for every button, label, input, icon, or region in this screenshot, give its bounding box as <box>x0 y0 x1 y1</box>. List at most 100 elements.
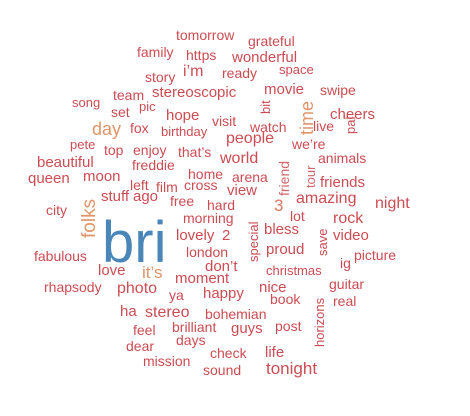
word-ago: ago <box>133 188 159 205</box>
word-friends: friends <box>320 174 366 191</box>
word-stereo: stereo <box>145 304 190 321</box>
word-beautiful: beautiful <box>37 154 94 171</box>
word-london: london <box>186 244 229 260</box>
word-friend: friend <box>276 160 292 196</box>
word-brilliant: brilliant <box>172 319 217 335</box>
word-enjoy: enjoy <box>133 142 167 158</box>
word-photo: photo <box>117 280 158 297</box>
word-tonight: tonight <box>266 359 318 378</box>
word-ready: ready <box>222 65 258 81</box>
word-post: post <box>275 318 302 334</box>
word-feel: feel <box>133 322 156 338</box>
word-im: i’m <box>183 63 204 80</box>
word-fox: fox <box>130 120 149 136</box>
word-bit: bit <box>258 100 273 114</box>
word-special: special <box>246 221 261 262</box>
word-night: night <box>375 195 410 212</box>
word-were: we’re <box>292 136 326 152</box>
word-tour: tour <box>303 165 318 188</box>
word-sound: sound <box>203 362 242 378</box>
word-swipe: swipe <box>320 82 356 98</box>
word-picture: picture <box>354 247 397 263</box>
word-rhapsody: rhapsody <box>44 279 102 295</box>
word-set: set <box>111 104 130 120</box>
word-stereoscopic: stereoscopic <box>152 84 237 101</box>
word-bless: bless <box>264 221 300 238</box>
word-space: space <box>279 62 314 77</box>
word-watch: watch <box>250 119 287 135</box>
word-ha: ha <box>120 303 137 320</box>
word-moon: moon <box>83 168 121 185</box>
word-happy: happy <box>203 285 244 302</box>
word-pic: pic <box>139 99 156 114</box>
word-dear: dear <box>126 338 155 354</box>
word-queen: queen <box>28 170 70 187</box>
word-dont: don’t <box>205 258 238 275</box>
word-book: book <box>270 291 301 307</box>
word-grateful: grateful <box>248 33 295 49</box>
word-mission: mission <box>143 353 191 369</box>
word-bri: bri <box>102 210 167 275</box>
word-movie: movie <box>264 81 305 98</box>
word-song: song <box>72 95 101 110</box>
word-city: city <box>46 202 67 218</box>
word-lovely: lovely <box>176 227 215 244</box>
word-thats: that’s <box>178 144 212 160</box>
word-arena: arena <box>232 169 268 185</box>
word-amazing: amazing <box>296 190 357 207</box>
word-nice: nice <box>259 279 287 296</box>
word-guitar: guitar <box>329 276 365 292</box>
word-day: day <box>92 119 122 139</box>
word-fabulous: fabulous <box>34 248 87 264</box>
word-days: days <box>176 332 206 348</box>
word-animals: animals <box>318 150 367 166</box>
word-life: life <box>265 344 285 361</box>
word-story: story <box>145 69 176 85</box>
word-view: view <box>227 182 258 199</box>
word-left: left <box>130 177 149 193</box>
word-team: team <box>113 87 145 103</box>
word-moment: moment <box>175 270 230 287</box>
word-lot: lot <box>290 208 305 224</box>
word-christmas: christmas <box>266 263 322 278</box>
word-tomorrow: tomorrow <box>176 27 235 43</box>
word-hope: hope <box>166 107 200 124</box>
word-family: family <box>137 44 174 60</box>
word-proud: proud <box>266 241 305 258</box>
word-cheers: cheers <box>330 106 376 123</box>
word-people: people <box>226 130 275 147</box>
word-stuff: stuff <box>101 188 130 205</box>
word-2: 2 <box>222 227 231 244</box>
word-check: check <box>210 345 247 361</box>
word-hard: hard <box>207 197 236 213</box>
word-top: top <box>104 142 124 158</box>
word-live: live <box>313 118 335 134</box>
word-3: 3 <box>274 196 284 215</box>
word-guys: guys <box>231 320 263 337</box>
word-rock: rock <box>333 210 364 227</box>
word-birthday: birthday <box>161 124 208 139</box>
word-bohemian: bohemian <box>205 306 267 322</box>
word-pete: pete <box>70 137 96 152</box>
word-real: real <box>333 293 357 309</box>
word-morning: morning <box>183 210 234 226</box>
word-https: https <box>186 47 217 63</box>
word-save: save <box>315 228 330 256</box>
word-world: world <box>220 150 259 167</box>
word-folks: folks <box>79 198 100 238</box>
word-video: video <box>333 227 369 244</box>
word-ya: ya <box>169 287 184 303</box>
word-horizons: horizons <box>312 297 327 347</box>
word-free: free <box>170 193 195 209</box>
word-film: film <box>156 179 178 195</box>
word-its: it’s <box>142 263 163 282</box>
word-cross: cross <box>184 177 218 193</box>
word-freddie: freddie <box>132 157 175 173</box>
word-ig: ig <box>340 255 351 271</box>
word-pal: pal <box>343 116 358 134</box>
word-visit: visit <box>212 113 237 129</box>
word-home: home <box>188 166 224 182</box>
word-love: love <box>98 262 126 279</box>
word-wonderful: wonderful <box>232 49 298 66</box>
